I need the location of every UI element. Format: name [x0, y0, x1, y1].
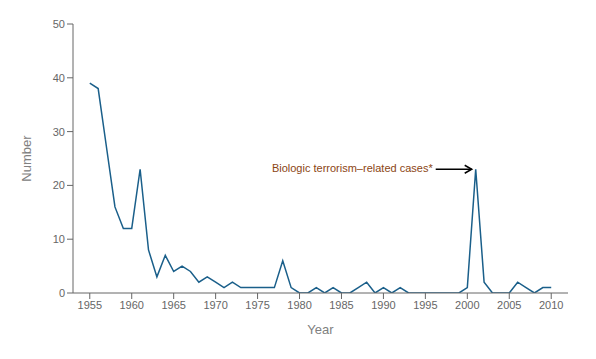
svg-text:2005: 2005	[497, 299, 521, 311]
svg-text:1980: 1980	[287, 299, 311, 311]
svg-text:Number: Number	[19, 135, 34, 182]
svg-text:1995: 1995	[413, 299, 437, 311]
svg-text:40: 40	[53, 72, 65, 84]
svg-text:1965: 1965	[161, 299, 185, 311]
svg-text:10: 10	[53, 233, 65, 245]
svg-text:1975: 1975	[245, 299, 269, 311]
svg-text:2010: 2010	[539, 299, 563, 311]
svg-text:1985: 1985	[329, 299, 353, 311]
svg-text:1960: 1960	[119, 299, 143, 311]
svg-text:Biologic terrorism–related cas: Biologic terrorism–related cases*	[272, 162, 434, 174]
svg-text:1990: 1990	[371, 299, 395, 311]
svg-text:1970: 1970	[203, 299, 227, 311]
svg-text:50: 50	[53, 18, 65, 30]
svg-text:2000: 2000	[455, 299, 479, 311]
svg-text:1955: 1955	[78, 299, 102, 311]
svg-text:Year: Year	[307, 322, 334, 337]
svg-text:20: 20	[53, 179, 65, 191]
svg-text:30: 30	[53, 126, 65, 138]
svg-text:0: 0	[59, 287, 65, 299]
